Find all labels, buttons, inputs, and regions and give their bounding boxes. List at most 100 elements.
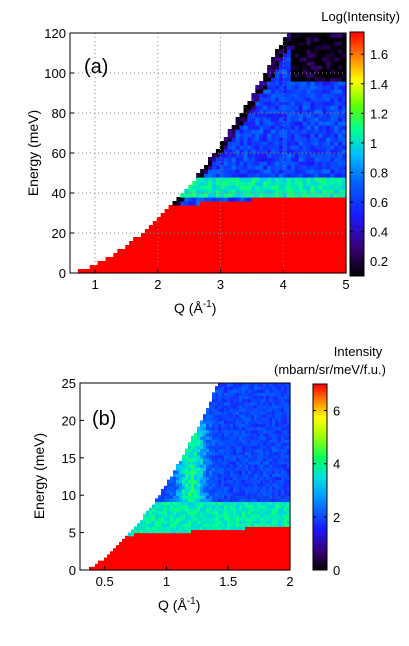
heat-cell xyxy=(233,383,237,387)
heat-cell xyxy=(113,253,118,258)
heat-cell xyxy=(221,389,225,393)
heat-cell xyxy=(334,225,339,230)
heat-cell xyxy=(286,133,292,138)
heat-cell xyxy=(221,566,225,571)
heat-cell xyxy=(143,523,147,527)
heat-cell xyxy=(282,93,288,98)
heat-cell xyxy=(334,157,339,162)
heat-cell xyxy=(338,161,343,166)
heat-cell xyxy=(294,157,300,162)
heat-cell xyxy=(206,535,210,540)
heat-cell xyxy=(334,253,339,258)
heat-cell xyxy=(278,261,284,266)
heat-cell xyxy=(194,554,198,559)
heat-cell xyxy=(243,269,249,274)
heat-cell xyxy=(326,157,331,162)
heat-cell xyxy=(298,209,304,214)
heat-cell xyxy=(275,392,279,397)
heat-cell xyxy=(281,563,285,568)
heat-cell xyxy=(260,551,264,556)
heat-cell xyxy=(131,541,135,546)
heat-cell xyxy=(176,492,180,496)
heat-cell xyxy=(322,237,327,242)
heat-cell xyxy=(282,113,288,118)
heat-cell xyxy=(161,554,165,559)
heat-cell xyxy=(188,566,192,571)
heat-cell xyxy=(254,517,258,521)
heat-cell xyxy=(330,169,335,174)
heat-cell xyxy=(287,404,291,409)
heat-cell xyxy=(152,237,158,242)
heat-cell xyxy=(245,551,249,556)
heat-cell xyxy=(194,507,198,512)
heat-cell xyxy=(191,492,195,496)
heat-cell xyxy=(275,257,280,262)
heat-cell xyxy=(245,383,249,387)
heat-cell xyxy=(257,473,261,478)
heat-cell xyxy=(219,209,225,214)
heat-cell xyxy=(212,482,216,487)
heat-cell xyxy=(275,411,279,415)
heat-cell xyxy=(326,189,331,194)
heat-cell xyxy=(137,257,142,262)
heat-cell xyxy=(194,473,198,478)
heat-cell xyxy=(263,265,268,270)
heat-cell xyxy=(211,205,217,210)
heat-cell xyxy=(342,129,347,134)
heat-cell xyxy=(194,479,198,484)
heat-cell xyxy=(330,45,335,50)
heat-cell xyxy=(326,205,331,210)
heat-cell xyxy=(255,141,260,146)
heat-cell xyxy=(200,189,205,194)
heat-cell xyxy=(197,445,201,450)
heat-cell xyxy=(236,460,240,465)
heat-cell xyxy=(306,181,312,186)
heat-cell xyxy=(314,229,319,234)
heat-cell xyxy=(314,253,319,258)
heat-cell xyxy=(212,538,216,543)
heat-cell xyxy=(227,520,231,524)
heat-cell xyxy=(200,435,204,440)
heat-cell xyxy=(263,504,267,509)
heat-cell xyxy=(231,233,237,238)
heat-cell xyxy=(179,467,183,471)
heat-cell xyxy=(338,93,343,98)
heat-cell xyxy=(192,193,197,198)
heat-cell xyxy=(275,253,280,258)
heat-cell xyxy=(263,201,268,206)
heat-cell xyxy=(260,535,264,540)
heat-cell xyxy=(208,181,213,186)
heat-cell xyxy=(194,560,198,565)
heat-cell xyxy=(275,467,279,471)
heat-cell xyxy=(155,554,159,559)
heat-cell xyxy=(282,201,288,206)
heat-cell xyxy=(272,532,276,537)
heat-cell xyxy=(172,265,178,270)
heat-cell xyxy=(93,265,99,270)
heat-cell xyxy=(259,161,264,166)
heat-cell xyxy=(224,398,228,403)
heat-cell xyxy=(167,563,171,568)
heat-cell xyxy=(231,141,237,146)
heat-cell xyxy=(318,205,323,210)
heat-cell xyxy=(192,217,197,222)
heat-cell xyxy=(251,498,255,503)
heat-cell xyxy=(131,554,135,559)
heat-cell xyxy=(192,249,197,254)
heat-cell xyxy=(235,173,241,178)
heat-cell xyxy=(203,507,207,512)
heat-cell xyxy=(192,225,197,230)
heat-cell xyxy=(230,554,234,559)
heat-cell xyxy=(161,532,165,537)
heat-cell xyxy=(125,551,129,556)
heat-cell xyxy=(269,532,273,537)
heat-cell xyxy=(281,520,285,524)
heat-cell xyxy=(263,492,267,496)
heat-cell xyxy=(322,189,327,194)
heat-cell xyxy=(167,488,171,493)
heat-cell xyxy=(161,538,165,543)
heat-cell xyxy=(185,535,189,540)
heat-cell xyxy=(266,526,270,531)
heat-cell xyxy=(122,538,126,543)
heat-cell xyxy=(137,249,142,254)
